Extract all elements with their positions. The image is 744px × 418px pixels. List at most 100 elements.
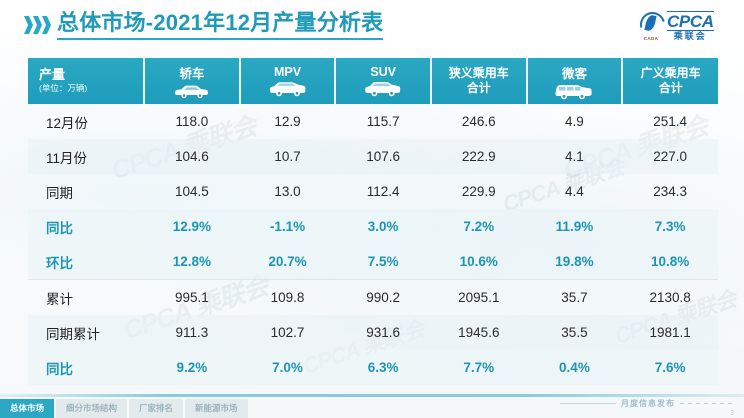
row-label: 累计 [28,279,145,315]
table-cell: 104.6 [144,139,240,174]
table-cell: 995.1 [144,279,240,315]
table-row: 11月份 104.6 10.7 107.6 222.9 4.1 227.0 [28,139,718,174]
table-cell: 104.5 [174,184,209,199]
table-cell: 1981.1 [622,315,718,350]
page-number: 3 [730,410,734,417]
sedan-car-icon [174,85,208,99]
slide-footer: 总体市场 细分市场结构 厂家排名 新能源市场 月度信息发布 3 [0,394,744,418]
footer-tab-1[interactable]: 细分市场结构 [56,399,128,418]
footer-tab-2[interactable]: 厂家排名 [129,399,184,418]
table-cell: 227.0 [622,139,718,174]
table-cell: 10.7 [239,139,336,174]
row-label: 同比 [28,350,145,385]
table-cell: 1945.6 [430,315,527,350]
table-row: 同比 9.2% 7.0% 6.3% 7.7% 0.4% 7.6% [28,350,718,385]
column-header-narrow-passenger-total: 狭义乘用车 合计 [430,58,528,104]
table-cell: 112.4 [366,184,400,199]
table-cell: 107.6 [335,139,431,174]
table-cell: 35.5 [526,315,623,350]
table-cell: 3.0% [335,209,431,244]
table-row: 环比 12.8% 20.7% 7.5% 10.6% 19.8% 10.8% [28,244,718,280]
row-label: 同期 [46,185,73,201]
table-cell: 222.9 [430,139,527,174]
logo-text: CPCA 乘联会 [667,11,714,41]
table-cell: 102.7 [239,315,336,350]
table-row: 同期 104.5 13.0 112.4 229.9 4.4 234.3 [28,174,718,209]
row-label: 12月份 [46,115,89,131]
table-cell: 911.3 [144,315,240,350]
table-cell: 4.1 [526,139,623,174]
logo-chinese: 乘联会 [673,31,707,41]
table-cell: 20.7% [239,244,336,280]
footer-divider [0,394,744,397]
table-cell: 6.3% [335,350,431,385]
cpca-logo: CADA CPCA 乘联会 [635,7,730,43]
footer-note: 月度信息发布 [560,398,736,409]
column-header-mpv-label: MPV [273,65,302,79]
column-header-suv-label: SUV [370,65,397,79]
table-row: 同期累计 911.3 102.7 931.6 1945.6 35.5 1981.1 [28,315,718,350]
footer-note-text: 月度信息发布 [621,399,675,408]
column-header-broad-passenger-line1: 广义乘用车 [640,66,701,80]
table-cell: 7.5% [335,244,431,280]
mpv-car-icon [269,82,305,97]
table-cell: 246.6 [461,114,496,129]
column-header-sedan-label: 轿车 [179,67,205,81]
table-cell: -1.1% [239,209,336,244]
table-cell: 7.3% [622,209,718,244]
table-cell: 12.9% [144,209,240,244]
table-cell: 251.4 [653,114,688,129]
table-cell: 10.6% [430,244,527,280]
column-header-label-sub: (单位：万辆) [39,83,88,93]
table-header-row: 产量 (单位：万辆) 轿车 [28,58,718,104]
table-cell: 10.8% [622,244,718,280]
column-header-sedan: 轿车 [144,58,241,104]
table-cell: 9.2% [144,350,240,385]
cpca-swirl-icon: CADA [635,7,670,42]
table-cell: 4.9 [565,114,584,129]
table-row: 12月份 118.0 12.9 115.7 246.6 4.9 251.4 [28,104,718,139]
table-cell: 109.8 [239,279,336,315]
table-cell: 7.0% [239,350,336,385]
column-header-broad-passenger-line2: 合计 [658,80,683,95]
suv-car-icon [365,82,401,97]
row-label: 11月份 [28,139,145,174]
table-cell: 7.6% [622,350,718,385]
footer-note-line-left [560,403,616,404]
table-cell: 19.8% [526,244,623,280]
logo-acronym: CPCA [667,11,714,31]
production-analysis-table: 产量 (单位：万辆) 轿车 [28,58,718,385]
table-cell: 11.9% [526,209,623,244]
row-label: 同期累计 [28,315,145,350]
column-header-label-main: 产量 [39,67,66,82]
page-title: 总体市场-2021年12月产量分析表 [24,10,384,40]
table-cell: 2095.1 [430,279,527,315]
column-header-narrow-passenger-line1: 狭义乘用车 [448,66,509,80]
footer-note-line-right [680,403,736,404]
column-header-minivan-label: 微客 [561,66,587,81]
table-cell: 12.9 [274,114,301,129]
column-header-suv: SUV [335,58,432,104]
column-header-narrow-passenger-line2: 合计 [466,80,491,95]
footer-tab-0[interactable]: 总体市场 [0,399,55,418]
minivan-icon [555,84,593,99]
table-cell: 229.9 [461,184,496,199]
table-cell: 0.4% [526,350,623,385]
table-cell: 931.6 [335,315,431,350]
table-row: 同比 12.9% -1.1% 3.0% 7.2% 11.9% 7.3% [28,209,718,244]
table-cell: 12.8% [144,244,240,280]
table-cell: 234.3 [653,184,688,199]
column-header-broad-passenger-total: 广义乘用车 合计 [622,58,718,104]
table-cell: 115.7 [366,114,400,129]
table-header: 产量 (单位：万辆) 轿车 [28,58,718,104]
footer-tabs: 总体市场 细分市场结构 厂家排名 新能源市场 [0,399,250,418]
table-cell: 2130.8 [622,279,718,315]
row-label: 同比 [28,209,145,244]
double-chevron-right-icon [24,13,51,37]
logo-cada-text: CADA [643,36,659,41]
table-cell: 990.2 [335,279,431,315]
row-label: 环比 [28,244,145,280]
footer-tab-3[interactable]: 新能源市场 [185,399,248,418]
column-header-label: 产量 (单位：万辆) [28,58,146,104]
